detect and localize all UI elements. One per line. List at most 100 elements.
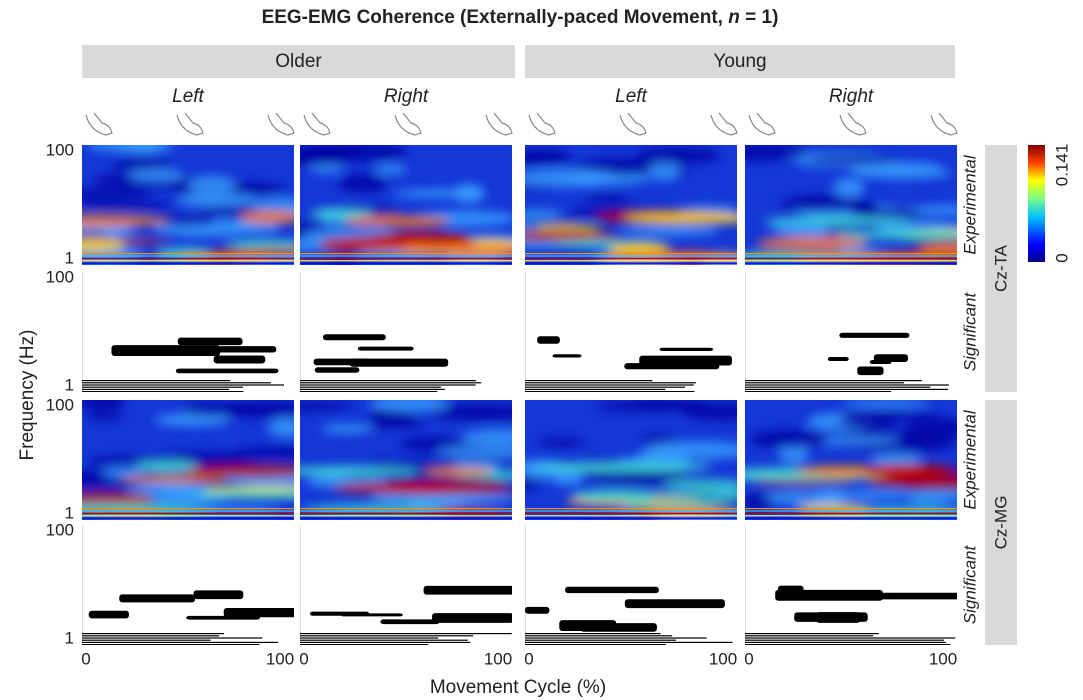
sig-blob <box>213 355 266 364</box>
heatmap-blob <box>300 153 346 166</box>
heatmap-blob <box>461 429 512 445</box>
sig-line <box>745 635 874 637</box>
side-label: Left <box>615 86 647 107</box>
side-label: Right <box>829 86 874 107</box>
heatmap-blob <box>647 161 681 182</box>
heatmap-blobs <box>82 400 294 520</box>
heatmap-blob <box>842 400 931 408</box>
sig-blob <box>777 585 804 592</box>
sig-line <box>745 641 946 643</box>
y-tick-label: 100 <box>46 395 74 414</box>
panel <box>745 145 957 265</box>
heatmap-blob <box>525 168 619 188</box>
heatmap-band <box>82 508 294 510</box>
sig-line <box>745 391 892 392</box>
sig-blob <box>827 356 849 362</box>
foot-icon <box>710 112 738 136</box>
panel <box>525 400 737 520</box>
sig-line <box>525 382 696 384</box>
heatmap-band <box>300 262 512 264</box>
heatmap-blob <box>849 202 880 216</box>
heatmap-blob <box>82 238 126 252</box>
heatmap-band <box>300 510 512 512</box>
panel <box>82 145 294 265</box>
heatmap-band <box>82 510 294 512</box>
panel <box>82 400 294 520</box>
heatmap-blob <box>344 215 451 227</box>
heatmap-band <box>300 512 512 514</box>
sig-line <box>82 635 220 637</box>
sig-line <box>82 633 225 635</box>
sig-blob <box>380 619 440 625</box>
heatmap-blob <box>321 423 373 434</box>
sig-line <box>82 384 285 386</box>
sig-bg <box>525 272 737 392</box>
heatmap-blob <box>176 192 258 208</box>
sig-line <box>300 644 429 645</box>
row-label: Significant <box>960 545 979 625</box>
heatmap-blob <box>120 475 228 483</box>
sig-blob <box>839 332 910 338</box>
sig-blob <box>193 590 244 600</box>
sig-blob <box>816 612 861 623</box>
sig-line <box>525 388 666 390</box>
heatmap-blobs <box>300 145 512 265</box>
heatmap-band <box>745 512 957 514</box>
panel <box>300 272 512 392</box>
sig-line <box>82 644 260 645</box>
panel <box>745 272 957 392</box>
sig-blob <box>624 599 725 609</box>
heatmap-blob <box>584 193 631 202</box>
heatmap-blob <box>626 501 735 509</box>
sig-blob <box>580 623 657 632</box>
heatmap-blob <box>239 210 294 224</box>
heatmap-blob <box>748 430 830 448</box>
heatmap-band <box>82 512 294 514</box>
heatmap-band <box>82 515 294 517</box>
panel <box>82 272 294 392</box>
heatmap-blob <box>619 225 719 237</box>
x-tick-label: 100 <box>266 649 294 668</box>
sig-blob <box>349 358 449 367</box>
heatmap-blob <box>193 489 294 499</box>
heatmap-blob <box>833 177 865 198</box>
sig-line <box>300 388 445 390</box>
foot-icon <box>528 112 556 136</box>
heatmap-blob <box>624 212 737 224</box>
title-part: = 1) <box>740 7 779 28</box>
heatmap-band <box>525 515 737 517</box>
heatmap-blob <box>374 164 407 175</box>
heatmap-blob <box>82 400 126 411</box>
heatmap-blob <box>778 443 809 464</box>
row-label: Experimental <box>960 409 979 509</box>
sig-line <box>745 637 956 639</box>
heatmap-band <box>525 510 737 512</box>
heatmap-band <box>745 255 957 257</box>
sig-line <box>82 639 211 641</box>
panel <box>300 145 512 265</box>
y-tick-label: 1 <box>65 248 74 267</box>
heatmap-band <box>82 253 294 255</box>
heatmap-blob <box>310 207 373 219</box>
panel <box>525 525 737 645</box>
sig-blob <box>322 334 386 341</box>
heatmap-band <box>745 515 957 517</box>
sig-bg <box>300 525 512 645</box>
heatmap-blob <box>525 149 569 162</box>
heatmap-blob <box>112 158 172 172</box>
sig-bg <box>745 525 957 645</box>
strip <box>985 400 1017 645</box>
side-label: Left <box>172 86 204 107</box>
sig-blob <box>313 358 370 366</box>
heatmap-blob <box>869 453 922 466</box>
y-axis-label: Frequency (Hz) <box>17 330 38 461</box>
sig-line <box>525 639 677 641</box>
sig-line <box>745 380 922 382</box>
heatmap-blobs <box>745 145 957 264</box>
group-header <box>82 45 515 78</box>
heatmap-blob <box>805 155 896 165</box>
heatmap-band <box>525 255 737 257</box>
y-tick-label: 1 <box>65 628 74 647</box>
x-tick-label: 100 <box>484 649 512 668</box>
heatmap-blob <box>636 147 721 164</box>
